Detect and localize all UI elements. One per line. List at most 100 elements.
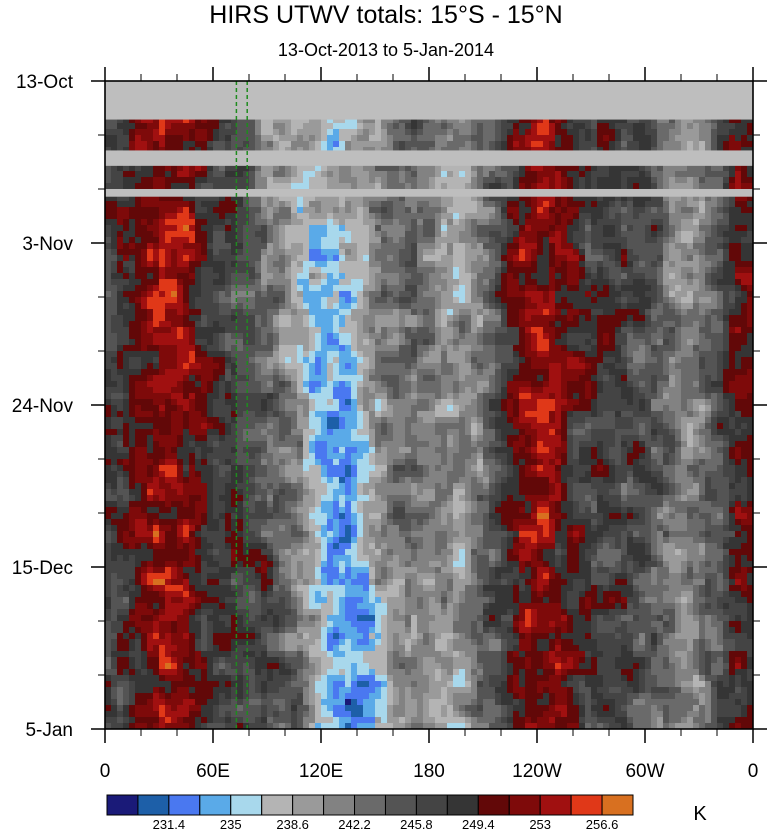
field-cell: [633, 255, 640, 262]
field-cell: [243, 303, 250, 310]
field-cell: [471, 213, 478, 220]
field-cell: [627, 309, 634, 316]
field-cell: [279, 213, 286, 220]
contour-field: [105, 81, 753, 729]
field-cell: [501, 279, 508, 286]
field-cell: [141, 231, 148, 238]
field-cell: [219, 291, 226, 298]
field-cell: [183, 195, 190, 202]
field-cell: [369, 147, 376, 154]
field-cell: [345, 195, 352, 202]
field-cell: [249, 267, 256, 274]
field-cell: [633, 333, 640, 340]
field-cell: [261, 255, 268, 262]
field-cell: [369, 207, 376, 214]
field-cell: [735, 213, 742, 220]
field-cell: [405, 345, 412, 352]
field-cell: [315, 171, 322, 178]
field-cell: [609, 297, 616, 304]
field-cell: [729, 195, 736, 202]
field-cell: [285, 213, 292, 220]
field-cell: [567, 207, 574, 214]
field-cell: [141, 237, 148, 244]
field-cell: [549, 333, 556, 340]
field-cell: [687, 135, 694, 142]
field-cell: [255, 249, 262, 256]
field-cell: [669, 255, 676, 262]
field-cell: [525, 345, 532, 352]
field-cell: [561, 207, 568, 214]
field-cell: [207, 249, 214, 256]
field-cell: [585, 165, 592, 172]
field-cell: [111, 357, 118, 364]
field-cell: [165, 351, 172, 358]
field-cell: [687, 267, 694, 274]
field-cell: [549, 291, 556, 298]
field-cell: [747, 279, 753, 286]
field-cell: [261, 345, 268, 352]
field-cell: [501, 129, 508, 136]
field-cell: [699, 255, 706, 262]
field-cell: [327, 171, 334, 178]
field-cell: [129, 273, 136, 280]
field-cell: [471, 273, 478, 280]
field-cell: [669, 345, 676, 352]
field-cell: [615, 135, 622, 142]
field-cell: [147, 195, 154, 202]
field-cell: [303, 285, 310, 292]
field-cell: [183, 321, 190, 328]
field-cell: [549, 219, 556, 226]
field-cell: [735, 117, 742, 124]
field-cell: [321, 231, 328, 238]
field-cell: [315, 309, 322, 316]
field-cell: [291, 303, 298, 310]
field-cell: [579, 123, 586, 130]
field-cell: [351, 321, 358, 328]
field-cell: [639, 297, 646, 304]
field-cell: [261, 213, 268, 220]
field-cell: [333, 261, 340, 268]
field-cell: [243, 321, 250, 328]
field-cell: [411, 207, 418, 214]
field-cell: [105, 339, 112, 346]
field-cell: [183, 309, 190, 316]
field-cell: [489, 129, 496, 136]
field-cell: [675, 333, 682, 340]
field-cell: [165, 213, 172, 220]
field-cell: [297, 351, 304, 358]
field-cell: [735, 315, 742, 322]
field-cell: [603, 201, 610, 208]
field-cell: [597, 351, 604, 358]
field-cell: [525, 333, 532, 340]
field-cell: [231, 117, 238, 124]
field-cell: [543, 345, 550, 352]
field-cell: [657, 351, 664, 358]
field-cell: [585, 171, 592, 178]
field-cell: [267, 357, 274, 364]
field-cell: [399, 135, 406, 142]
field-cell: [459, 237, 466, 244]
field-cell: [741, 147, 748, 154]
field-cell: [585, 237, 592, 244]
field-cell: [237, 213, 244, 220]
field-cell: [249, 297, 256, 304]
field-cell: [333, 315, 340, 322]
field-cell: [357, 147, 364, 154]
field-cell: [147, 225, 154, 232]
field-cell: [465, 267, 472, 274]
field-cell: [519, 201, 526, 208]
field-cell: [537, 243, 544, 250]
field-cell: [147, 213, 154, 220]
field-cell: [435, 315, 442, 322]
field-cell: [465, 213, 472, 220]
field-cell: [147, 171, 154, 178]
field-cell: [363, 267, 370, 274]
field-cell: [453, 345, 460, 352]
field-cell: [471, 207, 478, 214]
field-cell: [249, 273, 256, 280]
field-cell: [231, 273, 238, 280]
field-cell: [141, 303, 148, 310]
field-cell: [501, 165, 508, 172]
field-cell: [729, 243, 736, 250]
field-cell: [633, 135, 640, 142]
